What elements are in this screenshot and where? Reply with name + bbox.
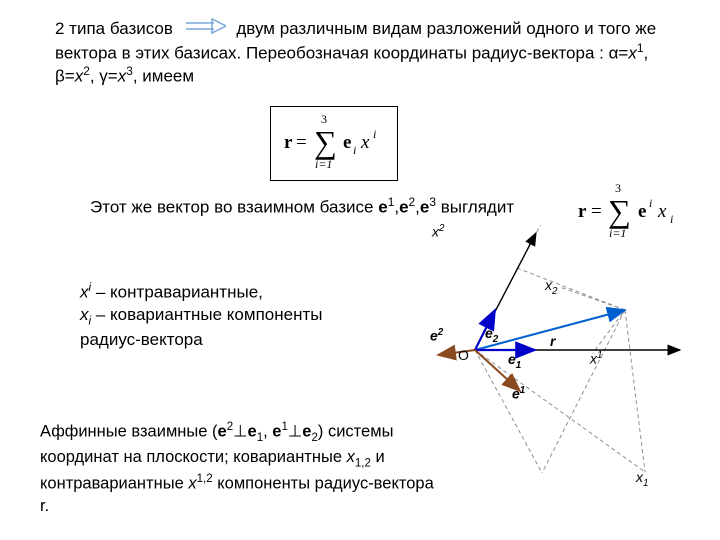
formula-covariant-basis: r = ∑ 3 i=1 e i x i	[270, 106, 398, 181]
text: , имеем	[133, 67, 194, 86]
e2-dual-vector	[438, 350, 475, 355]
lbl-x1-proj: x1	[636, 469, 648, 489]
sum-lower: i=1	[315, 157, 332, 171]
x: x	[188, 475, 196, 493]
formula-r: r	[284, 132, 293, 153]
sum-upper: 3	[615, 181, 621, 195]
diagram-svg	[400, 225, 690, 505]
lbl-e1-dual: e1	[512, 385, 525, 402]
lbl-x1: x1	[590, 350, 602, 367]
text: – ковариантные компоненты радиус-вектора	[80, 305, 322, 349]
lbl-e2-dual: e2	[430, 327, 443, 344]
sum-upper: 3	[321, 112, 327, 126]
sub-i: i	[670, 212, 673, 226]
basis-diagram: x2 x2 e2 e2 O r e1 x1 e1 x1	[400, 225, 690, 505]
implies-arrow-icon	[184, 18, 226, 40]
e: e	[218, 423, 227, 441]
e: e	[420, 198, 429, 217]
text: , γ=	[90, 67, 118, 86]
e: e	[248, 423, 257, 441]
sup-i: i	[373, 127, 376, 141]
formula-eq: =	[591, 201, 602, 222]
term-e: e	[638, 201, 646, 222]
text: 2 типа базисов	[55, 19, 173, 38]
term-x: x	[657, 201, 667, 222]
components-paragraph: xi – контравариантные, xi – ковариантные…	[80, 280, 360, 351]
var-x: x	[118, 67, 127, 86]
var-x: x	[75, 67, 84, 86]
lbl-r: r	[550, 333, 555, 349]
intro-paragraph: 2 типа базисов двум различным видам разл…	[55, 18, 670, 88]
x: x	[347, 448, 355, 466]
sigma-icon: ∑	[608, 193, 631, 229]
sub-i: i	[353, 143, 356, 157]
sup: 3	[429, 195, 436, 209]
e: e	[378, 198, 387, 217]
formula-r: r	[578, 201, 587, 222]
term-x: x	[360, 132, 370, 153]
xi: x	[80, 283, 89, 302]
lbl-e2: e2	[485, 325, 498, 345]
sup-i: i	[649, 196, 652, 210]
dual-basis-paragraph: Этот же вектор во взаимном базисе e1,e2,…	[90, 195, 650, 219]
text: – контравариантные,	[91, 283, 263, 302]
sigma-icon: ∑	[314, 124, 337, 160]
lbl-origin: O	[458, 347, 469, 363]
xi: x	[80, 305, 89, 324]
text: выглядит	[436, 198, 514, 217]
var-x: x	[628, 43, 637, 62]
text: Аффинные взаимные (	[40, 423, 218, 441]
perp: ⊥	[233, 423, 247, 441]
term-e: e	[343, 132, 351, 153]
sup: 2	[83, 64, 90, 78]
lbl-x2-top: x2	[432, 223, 444, 240]
text: Этот же вектор во взаимном базисе	[90, 198, 378, 217]
perp: ⊥	[288, 423, 302, 441]
formula-eq: =	[296, 132, 307, 153]
e: e	[399, 198, 408, 217]
lbl-x2-mid: x2	[545, 277, 557, 297]
lbl-e1: e1	[508, 351, 521, 371]
sub: 1,2	[355, 458, 371, 470]
sup: 3	[126, 64, 133, 78]
comma: ,	[263, 423, 268, 441]
affine-paragraph: Аффинные взаимные (e2⊥e1, e1⊥e2) системы…	[40, 420, 440, 517]
sup: 1,2	[197, 473, 213, 485]
